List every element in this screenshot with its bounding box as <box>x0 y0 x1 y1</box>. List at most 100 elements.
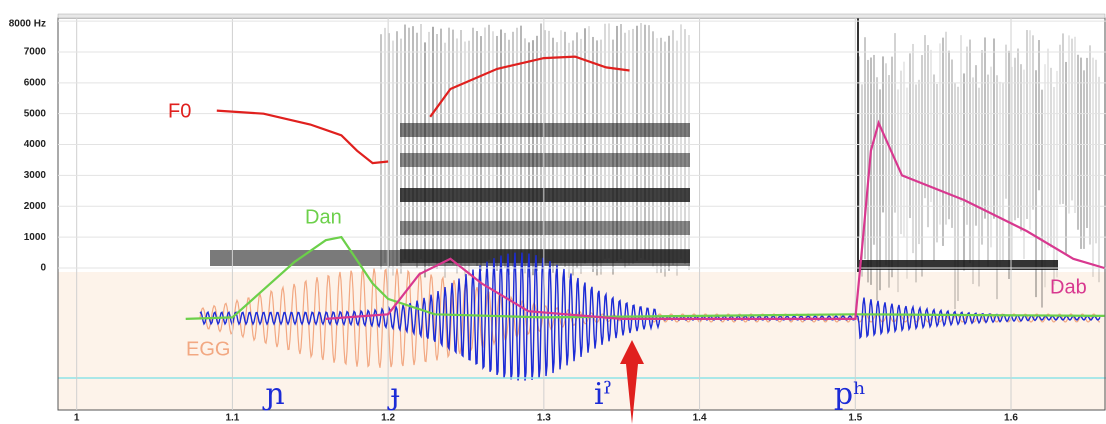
striation <box>476 31 478 267</box>
burst <box>1038 40 1040 191</box>
burst <box>864 37 866 260</box>
striation <box>540 23 542 259</box>
burst <box>927 45 929 228</box>
x-tick-label: 1.6 <box>1004 413 1018 424</box>
segment-label: ɟ <box>387 377 399 412</box>
series-label: Dab <box>1050 276 1087 298</box>
striation <box>512 31 514 267</box>
x-tick-label: 1.1 <box>225 413 239 424</box>
spectrogram-layer <box>199 18 1101 381</box>
striation <box>640 23 642 259</box>
striation <box>440 28 442 264</box>
burst <box>1098 76 1100 283</box>
burst <box>939 43 941 225</box>
audio-waveform <box>199 252 1101 381</box>
burst <box>921 55 923 277</box>
burst <box>1029 30 1031 230</box>
arrow <box>620 340 644 424</box>
formant <box>400 123 690 137</box>
striation <box>384 27 386 263</box>
striation <box>520 25 522 261</box>
burst <box>957 86 959 301</box>
striation <box>652 31 654 267</box>
striation <box>544 30 546 266</box>
burst <box>915 84 917 283</box>
x-tick-label: 1.5 <box>848 413 862 424</box>
burst <box>894 33 896 213</box>
striation <box>564 31 566 267</box>
y-tick-label: 2000 <box>24 201 47 212</box>
burst <box>942 37 944 246</box>
burst <box>912 43 914 254</box>
burst <box>1065 61 1067 255</box>
burst <box>1047 48 1049 248</box>
burst <box>1032 35 1034 210</box>
burst <box>924 35 926 199</box>
striation <box>560 30 562 266</box>
burst <box>909 53 911 219</box>
striation <box>448 27 450 263</box>
burst <box>879 89 881 291</box>
y-tick-label: 0 <box>40 263 46 274</box>
burst <box>987 74 989 267</box>
burst <box>1023 69 1025 259</box>
burst <box>930 49 932 203</box>
burst <box>1077 54 1079 230</box>
burst <box>888 75 890 288</box>
striation <box>504 32 506 268</box>
series-label: F0 <box>168 100 191 122</box>
burst <box>870 57 872 285</box>
formant <box>400 188 690 202</box>
burst <box>918 79 920 245</box>
burst <box>861 84 863 277</box>
burst <box>951 59 953 228</box>
burst <box>1059 44 1061 205</box>
striation <box>492 31 494 267</box>
striation <box>632 28 634 264</box>
burst <box>933 74 935 261</box>
burst <box>963 73 965 271</box>
striation <box>624 32 626 268</box>
y-tick-label: 4000 <box>24 139 47 150</box>
striation <box>500 29 502 265</box>
striation <box>404 24 406 260</box>
burst <box>999 81 1001 268</box>
striation <box>588 26 590 262</box>
burst <box>990 66 992 248</box>
striation <box>608 23 610 259</box>
burst <box>1074 36 1076 214</box>
burst <box>1041 89 1043 308</box>
burst <box>960 35 962 203</box>
scrollbar[interactable] <box>57 13 1106 19</box>
x-tick-label: 1.2 <box>381 413 395 424</box>
burst <box>891 56 893 278</box>
segment-label: ɲ <box>262 377 284 412</box>
y-tick-label: 8000 Hz <box>9 19 46 30</box>
striation <box>380 34 382 270</box>
formant <box>400 153 690 167</box>
striation <box>428 31 430 267</box>
striation <box>680 24 682 260</box>
striation <box>604 23 606 259</box>
curve <box>216 55 630 165</box>
burst <box>1017 48 1019 218</box>
striation <box>620 24 622 260</box>
striation <box>436 34 438 270</box>
burst <box>972 77 974 285</box>
segment-label: pʰ <box>834 377 866 412</box>
burst <box>1086 57 1088 229</box>
burst <box>903 61 905 237</box>
formant <box>400 221 690 235</box>
burst <box>906 87 908 279</box>
burst <box>984 37 986 219</box>
striation <box>408 27 410 263</box>
burst <box>1080 57 1082 249</box>
striation <box>672 30 674 266</box>
series-label: Dan <box>305 206 342 228</box>
burst <box>966 46 968 225</box>
burst <box>1026 30 1028 219</box>
striation <box>516 27 518 263</box>
y-tick-label: 3000 <box>24 170 47 181</box>
